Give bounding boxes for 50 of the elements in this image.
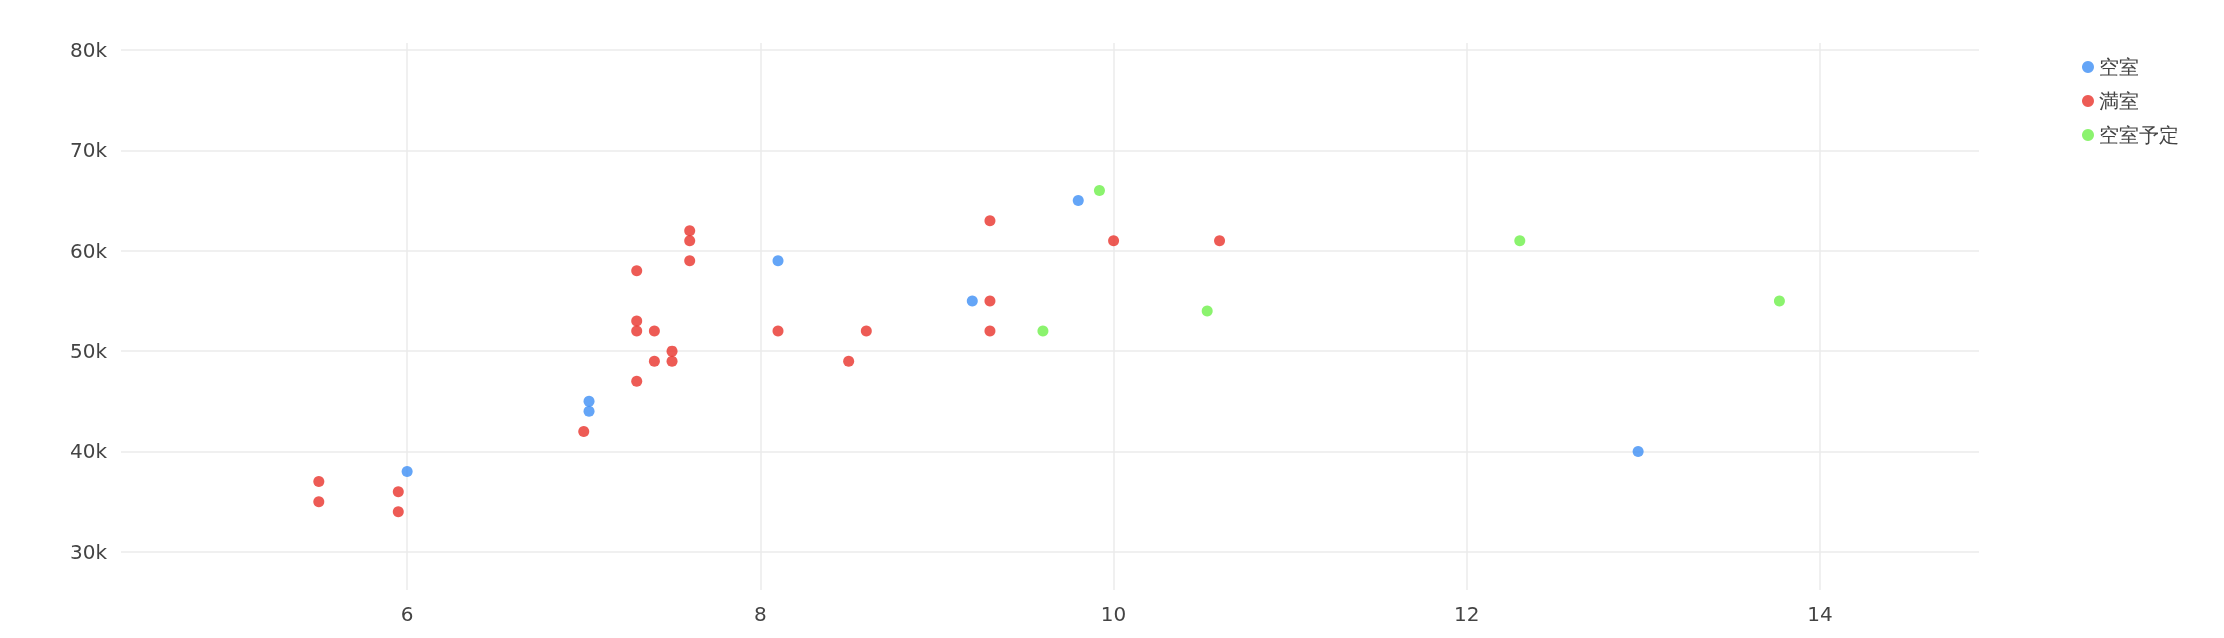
point: [631, 315, 643, 327]
point: [392, 486, 404, 498]
y-tick-label: 70k: [69, 138, 108, 163]
y-tick-label: 60k: [69, 238, 108, 263]
point: [631, 265, 643, 277]
point: [966, 295, 978, 307]
x-tick-label: 6: [400, 602, 414, 626]
x-tick-label: 12: [1454, 602, 1480, 626]
point: [578, 425, 590, 437]
y-tick-label: 30k: [69, 539, 108, 564]
legend-label: 空室: [2099, 55, 2139, 79]
point: [1773, 295, 1785, 307]
point: [684, 225, 696, 237]
point: [1632, 446, 1644, 457]
y-tick-label: 40k: [69, 439, 108, 464]
point: [684, 235, 696, 247]
point: [666, 345, 678, 357]
point: [648, 355, 660, 367]
point: [984, 325, 996, 337]
x-tick-label: 14: [1807, 602, 1833, 626]
point: [583, 405, 595, 417]
point: [631, 375, 643, 387]
point: [666, 355, 678, 367]
legend-label: 満室: [2099, 89, 2139, 113]
point: [1072, 195, 1084, 207]
point: [1201, 305, 1213, 317]
point: [1093, 185, 1105, 197]
point: [772, 255, 784, 267]
legend-label: 空室予定: [2099, 123, 2179, 147]
point: [1108, 235, 1120, 247]
point: [1214, 235, 1226, 247]
point: [684, 255, 696, 267]
x-tick-label: 10: [1100, 602, 1127, 626]
point: [860, 325, 872, 337]
point: [984, 295, 996, 307]
point: [648, 325, 660, 337]
point: [313, 476, 325, 488]
point: [631, 325, 643, 337]
y-tick-label: 50k: [69, 339, 108, 364]
point: [1037, 325, 1049, 337]
y-tick-label: 80k: [69, 38, 108, 63]
point: [1514, 235, 1526, 247]
point: [313, 496, 325, 508]
point: [984, 215, 996, 227]
point: [772, 325, 784, 337]
point: [392, 506, 404, 518]
point: [583, 395, 595, 407]
point: [843, 355, 855, 367]
point: [401, 466, 413, 478]
x-tick-label: 8: [753, 602, 767, 626]
